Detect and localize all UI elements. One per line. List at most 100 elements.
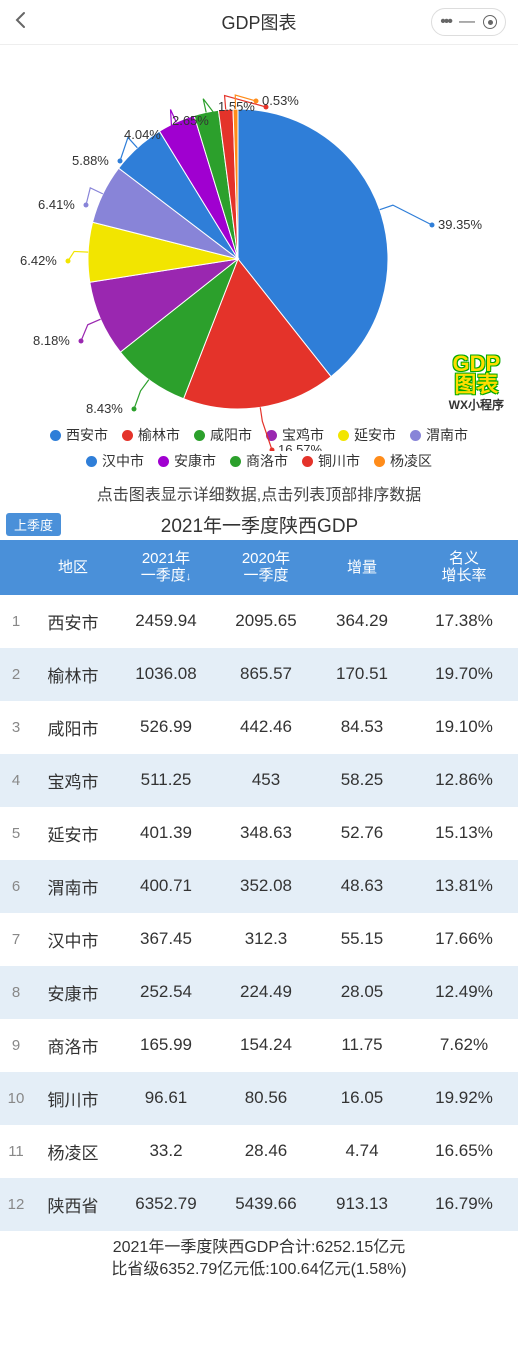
table-row[interactable]: 8安康市252.54224.4928.0512.49% xyxy=(0,966,518,1019)
page-title: GDP图表 xyxy=(92,9,426,35)
row-index: 1 xyxy=(0,599,32,644)
pct-label: 6.42% xyxy=(20,253,57,268)
legend-item[interactable]: 汉中市 xyxy=(86,451,144,471)
cell-2020q1: 5439.66 xyxy=(218,1180,314,1228)
row-index: 12 xyxy=(0,1182,32,1227)
table-row[interactable]: 3咸阳市526.99442.4684.5319.10% xyxy=(0,701,518,754)
cell-rate: 15.13% xyxy=(410,809,518,857)
chevron-left-icon xyxy=(12,11,30,29)
pct-label: 6.41% xyxy=(38,197,75,212)
pct-label: 16.57% xyxy=(278,442,323,451)
col-2020q1[interactable]: 2020年一季度 xyxy=(218,540,314,595)
cell-rate: 19.70% xyxy=(410,650,518,698)
table-row[interactable]: 9商洛市165.99154.2411.757.62% xyxy=(0,1019,518,1072)
legend-label: 汉中市 xyxy=(102,451,144,471)
table-row[interactable]: 10铜川市96.6180.5616.0519.92% xyxy=(0,1072,518,1125)
table-row[interactable]: 4宝鸡市511.2545358.2512.86% xyxy=(0,754,518,807)
cell-2020q1: 154.24 xyxy=(218,1021,314,1069)
cell-2020q1: 348.63 xyxy=(218,809,314,857)
cell-increase: 913.13 xyxy=(314,1180,410,1228)
cell-2021q1: 400.71 xyxy=(114,862,218,910)
legend-item[interactable]: 杨凌区 xyxy=(374,451,432,471)
legend-dot-icon xyxy=(230,456,241,467)
hint-text: 点击图表显示详细数据,点击列表顶部排序数据 xyxy=(0,477,518,509)
cell-rate: 17.66% xyxy=(410,915,518,963)
cell-increase: 58.25 xyxy=(314,756,410,804)
pct-label: 5.88% xyxy=(72,153,109,168)
row-index: 7 xyxy=(0,917,32,962)
cell-increase: 16.05 xyxy=(314,1074,410,1122)
cell-2020q1: 442.46 xyxy=(218,703,314,751)
row-index: 2 xyxy=(0,652,32,697)
table-row[interactable]: 5延安市401.39348.6352.7615.13% xyxy=(0,807,518,860)
legend-label: 杨凌区 xyxy=(390,451,432,471)
col-2021q1[interactable]: 2021年一季度↓ xyxy=(114,540,218,595)
table-row[interactable]: 12陕西省6352.795439.66913.1316.79% xyxy=(0,1178,518,1231)
cell-2021q1: 526.99 xyxy=(114,703,218,751)
summary-footer: 2021年一季度陕西GDP合计:6252.15亿元 比省级6352.79亿元低:… xyxy=(0,1231,518,1292)
col-growth-rate[interactable]: 名义增长率 xyxy=(410,540,518,595)
col-increase[interactable]: 增量 xyxy=(314,540,410,595)
cell-region: 宝鸡市 xyxy=(32,754,114,807)
row-index: 11 xyxy=(0,1129,32,1174)
cell-region: 安康市 xyxy=(32,966,114,1019)
cell-2020q1: 865.57 xyxy=(218,650,314,698)
legend-item[interactable]: 安康市 xyxy=(158,451,216,471)
cell-2021q1: 511.25 xyxy=(114,756,218,804)
legend-item[interactable]: 铜川市 xyxy=(302,451,360,471)
minimize-icon[interactable]: — xyxy=(459,13,475,31)
back-button[interactable] xyxy=(12,11,92,34)
header-bar: GDP图表 ••• — xyxy=(0,0,518,45)
cell-increase: 48.63 xyxy=(314,862,410,910)
cell-2021q1: 6352.79 xyxy=(114,1180,218,1228)
cell-rate: 19.92% xyxy=(410,1074,518,1122)
pie-svg: 39.35%16.57%8.43%8.18%6.42%6.41%5.88%4.0… xyxy=(0,51,518,451)
table-row[interactable]: 11杨凌区33.228.464.7416.65% xyxy=(0,1125,518,1178)
cell-region: 延安市 xyxy=(32,807,114,860)
cell-rate: 17.38% xyxy=(410,597,518,645)
cell-2020q1: 352.08 xyxy=(218,862,314,910)
pct-label: 8.43% xyxy=(86,401,123,416)
table-row[interactable]: 2榆林市1036.08865.57170.5119.70% xyxy=(0,648,518,701)
legend-dot-icon xyxy=(374,456,385,467)
legend-item[interactable]: 商洛市 xyxy=(230,451,288,471)
row-index: 5 xyxy=(0,811,32,856)
pct-label: 0.53% xyxy=(262,93,299,108)
cell-increase: 11.75 xyxy=(314,1021,410,1069)
table-title-row: 上季度 2021年一季度陕西GDP xyxy=(0,509,518,540)
legend-dot-icon xyxy=(158,456,169,467)
close-icon[interactable] xyxy=(483,15,497,29)
cell-rate: 13.81% xyxy=(410,862,518,910)
cell-region: 渭南市 xyxy=(32,860,114,913)
cell-2020q1: 453 xyxy=(218,756,314,804)
cell-rate: 12.49% xyxy=(410,968,518,1016)
cell-2021q1: 252.54 xyxy=(114,968,218,1016)
row-index: 4 xyxy=(0,758,32,803)
cell-rate: 12.86% xyxy=(410,756,518,804)
cell-increase: 52.76 xyxy=(314,809,410,857)
table-row[interactable]: 6渭南市400.71352.0848.6313.81% xyxy=(0,860,518,913)
cell-2021q1: 96.61 xyxy=(114,1074,218,1122)
miniprogram-capsule[interactable]: ••• — xyxy=(426,8,506,36)
more-icon[interactable]: ••• xyxy=(440,13,451,31)
table-row[interactable]: 1西安市2459.942095.65364.2917.38% xyxy=(0,595,518,648)
col-region[interactable]: 地区 xyxy=(32,540,114,595)
sort-desc-icon: ↓ xyxy=(186,571,192,583)
cell-2021q1: 165.99 xyxy=(114,1021,218,1069)
cell-2020q1: 312.3 xyxy=(218,915,314,963)
pct-label: 4.04% xyxy=(124,127,161,142)
pie-chart[interactable]: 39.35%16.57%8.43%8.18%6.42%6.41%5.88%4.0… xyxy=(0,45,518,477)
table-row[interactable]: 7汉中市367.45312.355.1517.66% xyxy=(0,913,518,966)
cell-2021q1: 33.2 xyxy=(114,1127,218,1175)
cell-region: 西安市 xyxy=(32,595,114,648)
cell-increase: 364.29 xyxy=(314,597,410,645)
table-header[interactable]: 地区 2021年一季度↓ 2020年一季度 增量 名义增长率 xyxy=(0,540,518,595)
cell-increase: 28.05 xyxy=(314,968,410,1016)
prev-quarter-badge[interactable]: 上季度 xyxy=(6,513,61,536)
cell-increase: 170.51 xyxy=(314,650,410,698)
watermark: GDP 图表 WX小程序 xyxy=(449,354,504,413)
table-title: 2021年一季度陕西GDP xyxy=(61,511,458,538)
cell-rate: 19.10% xyxy=(410,703,518,751)
cell-2021q1: 1036.08 xyxy=(114,650,218,698)
cell-region: 杨凌区 xyxy=(32,1125,114,1178)
